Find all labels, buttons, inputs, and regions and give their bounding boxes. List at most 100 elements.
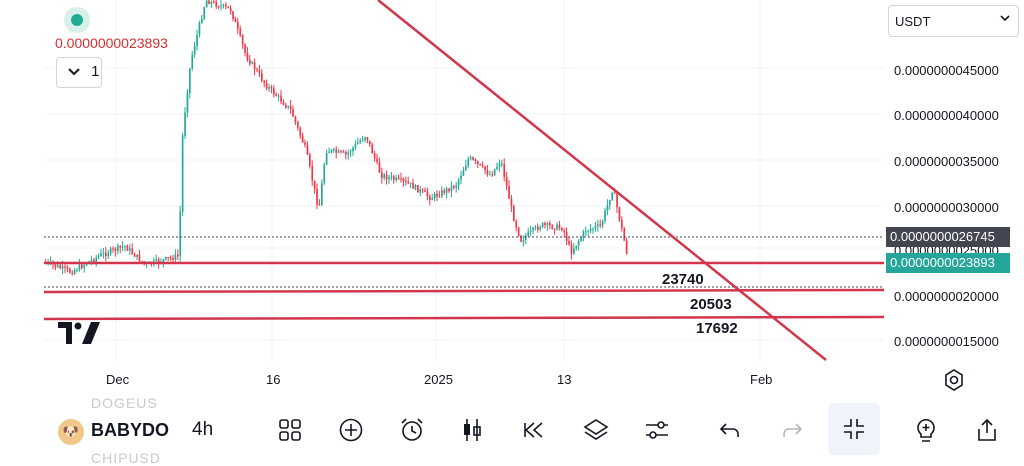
replay-button[interactable] (514, 412, 554, 448)
legend-last-price: 0.0000000023893 (55, 35, 168, 51)
candle-body (138, 254, 141, 262)
candle-body (589, 228, 592, 231)
candle-body (546, 222, 549, 225)
layers-button[interactable] (576, 412, 616, 448)
replay-icon (524, 422, 543, 438)
time-label: Feb (750, 372, 773, 387)
candle-body (342, 151, 345, 153)
currency-select[interactable]: USDT (888, 5, 1019, 37)
candle-body (352, 147, 354, 152)
candle-body (544, 222, 546, 225)
candle-body (196, 34, 198, 47)
tradingview-logo-icon[interactable] (58, 322, 102, 344)
chart-plot-area[interactable]: 0.0000000023893 1 23740 20503 17692 (0, 0, 884, 362)
market-status-icon[interactable] (64, 7, 90, 33)
candle-body (580, 237, 582, 242)
candle-body (366, 137, 369, 141)
candle-body (522, 240, 525, 242)
candlestick-chart[interactable] (0, 0, 884, 362)
chart-grid (44, 0, 884, 362)
candles-group (45, 0, 628, 276)
add-button[interactable] (331, 412, 371, 448)
candle-body (599, 224, 602, 226)
candle-body (553, 228, 556, 230)
symbol-below: CHIPUSD (91, 450, 162, 466)
price-tick: 0.0000000040000 (894, 108, 999, 123)
candle-body (570, 244, 573, 254)
candle-body (529, 230, 532, 233)
candle-body (513, 206, 515, 222)
candle-body (441, 190, 443, 197)
price-tick: 0.0000000035000 (894, 154, 999, 169)
candle-body (448, 188, 450, 192)
candle-body (282, 101, 285, 105)
indicators-grid-icon (279, 419, 301, 441)
candle-body (393, 176, 395, 180)
settings-button[interactable] (637, 412, 677, 448)
candle-body (256, 69, 258, 71)
candle-body (508, 185, 510, 199)
price-tick: 0.0000000030000 (894, 200, 999, 215)
candle-body (496, 166, 498, 170)
collapse-fullscreen-icon (844, 419, 864, 439)
interval-button[interactable]: 4h (192, 419, 214, 440)
candle-body (561, 228, 563, 231)
time-axis[interactable]: Dec 16 2025 13 Feb (0, 362, 884, 398)
share-button[interactable] (967, 412, 1007, 448)
candle-body (465, 165, 467, 171)
support-line-2[interactable] (43, 288, 884, 294)
candle-body (573, 248, 575, 254)
undo-button[interactable] (710, 412, 750, 448)
candle-body (275, 94, 278, 97)
axis-settings-icon[interactable] (940, 366, 968, 394)
symbol-name[interactable]: BABYDO (91, 420, 170, 440)
candle-body (479, 163, 482, 165)
price-scale[interactable]: 0.0000000045000 0.0000000040000 0.000000… (884, 0, 1024, 362)
candle-body (601, 221, 604, 226)
chart-type-button[interactable] (452, 412, 492, 448)
settings-sliders-icon (646, 421, 668, 439)
candle-body (534, 226, 537, 228)
alert-button[interactable] (392, 412, 432, 448)
candle-body (397, 177, 400, 179)
legend-collapse-button[interactable]: 1 (56, 57, 102, 88)
chevron-down-icon (67, 64, 85, 81)
candle-body (517, 227, 520, 236)
legend-indicator-count: 1 (91, 63, 100, 80)
candle-body (409, 182, 412, 184)
candle-body (625, 240, 628, 254)
candle-body (95, 257, 98, 262)
alert-clock-icon (401, 418, 423, 441)
candle-body (227, 6, 230, 8)
candle-body (289, 105, 292, 109)
candle-body (294, 116, 297, 123)
indicators-button[interactable] (270, 412, 310, 448)
candle-body (85, 263, 88, 266)
candle-body (217, 6, 220, 8)
add-icon (339, 418, 363, 442)
support-line-3[interactable] (43, 315, 884, 321)
candle-body (306, 144, 309, 155)
candle-body (337, 150, 340, 153)
candle-body (78, 264, 81, 271)
candle-body (565, 232, 568, 241)
symbol-avatar[interactable]: 🐶 (58, 419, 84, 445)
fullscreen-button[interactable] (828, 403, 880, 455)
candle-body (155, 259, 158, 261)
candle-body (405, 181, 407, 183)
candle-body (97, 255, 100, 258)
candle-body (141, 261, 143, 263)
candle-body (232, 11, 234, 20)
trend-line[interactable] (377, 0, 827, 361)
candle-body (618, 207, 621, 221)
candle-body (268, 87, 270, 89)
candle-body (486, 170, 489, 175)
candle-body (551, 225, 554, 229)
redo-button[interactable] (772, 412, 812, 448)
price-tick: 0.0000000020000 (894, 289, 999, 304)
candle-body (112, 248, 114, 250)
add-idea-button[interactable] (906, 412, 946, 448)
candle-body (321, 183, 323, 206)
candle-body (186, 92, 189, 113)
candle-body (491, 174, 494, 176)
